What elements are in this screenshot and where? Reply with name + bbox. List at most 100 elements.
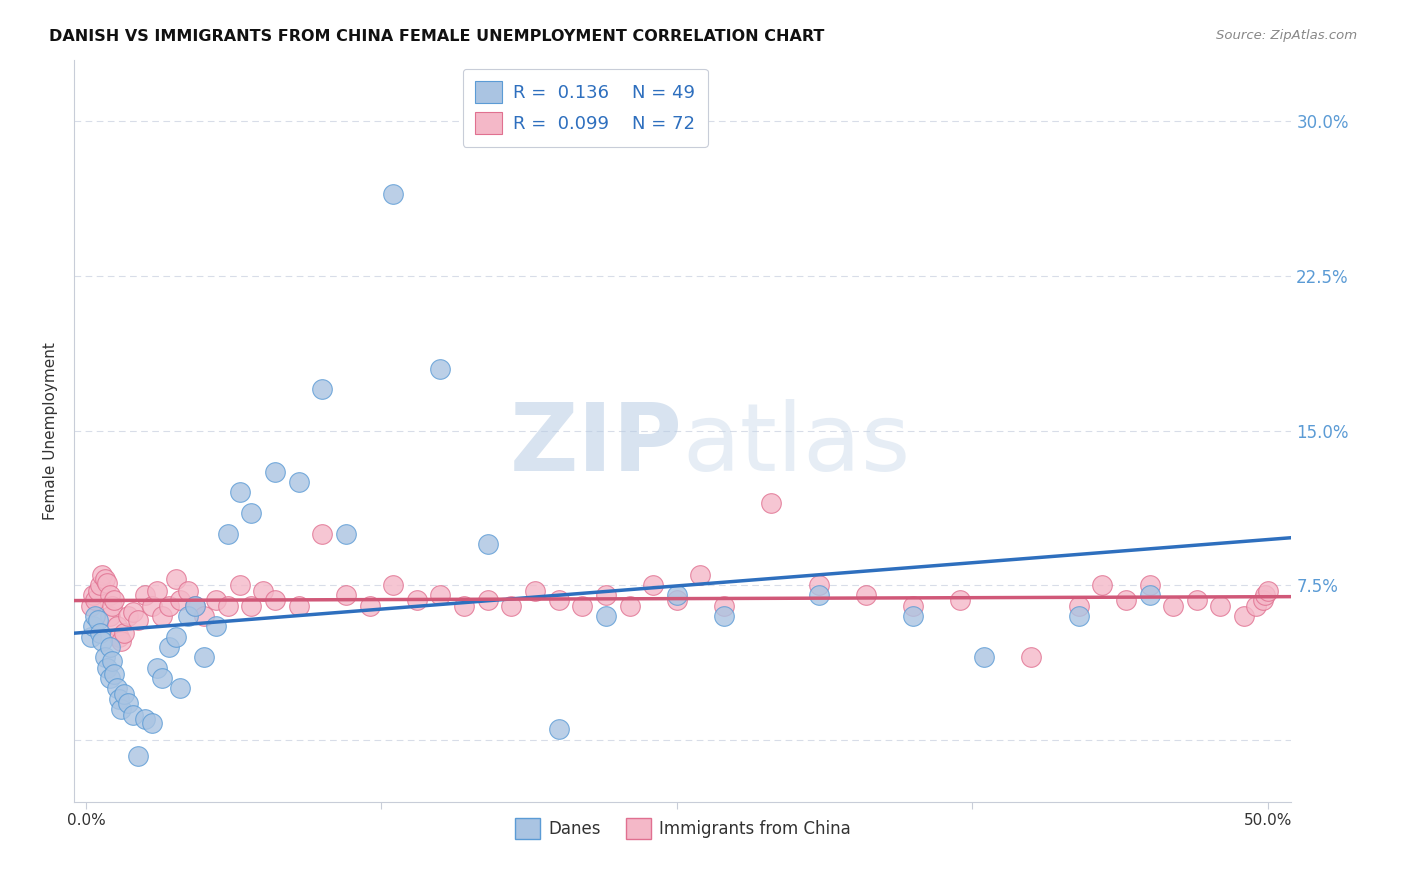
Point: [98, 671, 121, 685]
Text: Source: ZipAtlas.com: Source: ZipAtlas.com: [1216, 29, 1357, 42]
Point: [713, 609, 735, 624]
Point: [1233, 609, 1256, 624]
Point: [547, 723, 569, 737]
Point: [94, 572, 117, 586]
Point: [176, 609, 198, 624]
Point: [807, 578, 830, 592]
Point: [91, 633, 114, 648]
Text: atlas: atlas: [683, 400, 911, 491]
Point: [477, 592, 499, 607]
Point: [103, 592, 125, 607]
Point: [429, 589, 451, 603]
Point: [1185, 592, 1208, 607]
Point: [1021, 650, 1043, 665]
Point: [1139, 578, 1161, 592]
Point: [134, 589, 156, 603]
Point: [94, 650, 117, 665]
Point: [405, 592, 427, 607]
Point: [1067, 599, 1090, 613]
Point: [335, 589, 357, 603]
Point: [150, 671, 173, 685]
Point: [112, 687, 135, 701]
Point: [176, 584, 198, 599]
Point: [87, 613, 110, 627]
Point: [264, 465, 287, 479]
Point: [141, 716, 163, 731]
Point: [82, 589, 104, 603]
Point: [665, 589, 688, 603]
Point: [713, 599, 735, 613]
Point: [122, 605, 145, 619]
Point: [146, 660, 169, 674]
Point: [1091, 578, 1114, 592]
Point: [855, 589, 877, 603]
Point: [108, 630, 131, 644]
Point: [228, 578, 250, 592]
Point: [165, 572, 187, 586]
Point: [101, 599, 124, 613]
Point: [110, 633, 132, 648]
Point: [98, 589, 121, 603]
Point: [240, 506, 263, 520]
Point: [1257, 584, 1279, 599]
Point: [103, 666, 125, 681]
Point: [287, 475, 309, 489]
Point: [110, 702, 132, 716]
Point: [429, 361, 451, 376]
Point: [127, 613, 149, 627]
Point: [98, 640, 121, 654]
Point: [79, 599, 101, 613]
Point: [122, 708, 145, 723]
Point: [169, 681, 191, 696]
Point: [761, 496, 783, 510]
Point: [89, 625, 111, 640]
Point: [901, 599, 924, 613]
Point: [311, 383, 333, 397]
Point: [165, 630, 187, 644]
Point: [252, 584, 274, 599]
Point: [1115, 592, 1137, 607]
Point: [84, 592, 107, 607]
Point: [240, 599, 263, 613]
Point: [665, 592, 688, 607]
Point: [264, 592, 287, 607]
Point: [79, 630, 101, 644]
Point: [157, 640, 180, 654]
Point: [96, 576, 118, 591]
Point: [183, 599, 205, 613]
Point: [150, 609, 173, 624]
Point: [134, 712, 156, 726]
Point: [205, 592, 228, 607]
Point: [1139, 589, 1161, 603]
Point: [901, 609, 924, 624]
Point: [547, 592, 569, 607]
Point: [335, 526, 357, 541]
Y-axis label: Female Unemployment: Female Unemployment: [44, 342, 58, 519]
Point: [217, 599, 239, 613]
Point: [619, 599, 641, 613]
Point: [105, 619, 128, 633]
Point: [595, 609, 617, 624]
Point: [146, 584, 169, 599]
Text: ZIP: ZIP: [510, 400, 683, 491]
Point: [205, 619, 228, 633]
Point: [157, 599, 180, 613]
Point: [1251, 592, 1274, 607]
Point: [1161, 599, 1184, 613]
Point: [89, 578, 111, 592]
Point: [1209, 599, 1232, 613]
Point: [84, 609, 107, 624]
Point: [96, 660, 118, 674]
Point: [117, 609, 139, 624]
Point: [101, 655, 124, 669]
Point: [183, 599, 205, 613]
Point: [87, 584, 110, 599]
Point: [193, 650, 215, 665]
Point: [1254, 589, 1277, 603]
Point: [141, 599, 163, 613]
Point: [91, 567, 114, 582]
Point: [98, 609, 121, 624]
Point: [973, 650, 995, 665]
Point: [82, 619, 104, 633]
Point: [117, 696, 139, 710]
